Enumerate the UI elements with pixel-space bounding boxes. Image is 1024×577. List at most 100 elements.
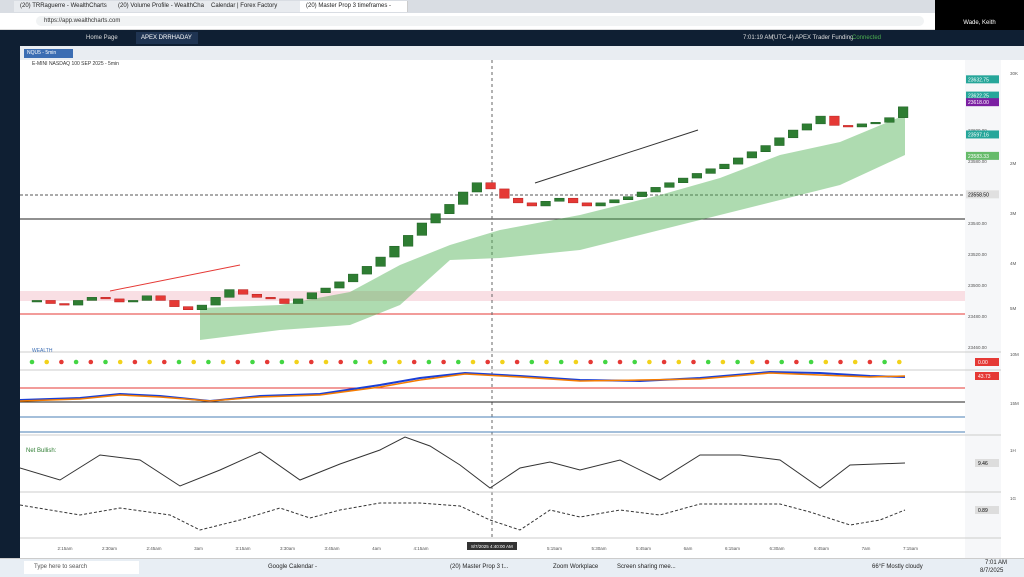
candle <box>664 182 675 188</box>
signal-dot <box>544 359 549 365</box>
value-tag <box>975 372 999 380</box>
price-tag <box>966 151 999 160</box>
chart-tabs <box>20 46 1024 60</box>
signal-dot <box>573 359 579 365</box>
taskbar-app[interactable]: Zoom Workplace <box>553 564 599 570</box>
indicator-value: 0.00 <box>978 360 988 366</box>
signal-dot <box>500 359 505 365</box>
signal-dot <box>338 359 344 365</box>
status: Connected <box>852 35 882 41</box>
candle <box>251 293 262 298</box>
signal-dot <box>647 359 652 365</box>
oscillator <box>20 502 906 531</box>
symbol-tab[interactable]: NQU5 - 5min <box>24 49 73 58</box>
candle <box>884 117 895 123</box>
time-label: 2:30am <box>102 546 117 551</box>
signal-dot <box>823 359 829 365</box>
date: 8/7/2025 <box>980 568 1004 574</box>
price-axis <box>965 60 1001 558</box>
crosshair-box <box>467 542 517 550</box>
tab[interactable]: (20) Master Prop 3 timeframes - <box>300 1 408 12</box>
tab[interactable]: (20) TRRaguerre - WealthCharts <box>14 1 122 12</box>
signal-dot <box>470 359 476 365</box>
time-label: 6am <box>684 546 693 551</box>
account: APEX Trader Funding <box>795 35 854 41</box>
signal-dot <box>808 359 814 365</box>
taskbar-app[interactable]: (20) Master Prop 3 t... <box>450 564 509 570</box>
y-tick-label: 23520.00 <box>968 252 987 257</box>
candle <box>526 202 537 207</box>
candle <box>293 298 304 304</box>
time-label: 2:45am <box>146 546 161 551</box>
signal-dot <box>147 359 152 365</box>
candle <box>678 177 689 183</box>
candle <box>73 300 84 306</box>
volume-label: 10M <box>1010 352 1019 357</box>
taskbar-app[interactable]: Screen sharing mee... <box>617 564 676 570</box>
band <box>200 115 905 340</box>
signal-dot <box>88 359 94 365</box>
candle <box>898 106 909 118</box>
candle <box>636 191 647 197</box>
time-label: 3:45am <box>324 546 339 551</box>
price-label: 23618.00 <box>968 100 989 106</box>
candle <box>155 295 166 301</box>
time-label: 6:30am <box>769 546 784 551</box>
candle <box>760 145 771 152</box>
taskbar-app[interactable]: Google Calendar - <box>268 564 318 570</box>
candle <box>444 204 455 214</box>
search-box[interactable]: Type here to search <box>24 561 139 574</box>
nav-item[interactable]: Home Page <box>86 35 118 41</box>
candle <box>169 300 180 307</box>
trend-line <box>534 129 699 184</box>
candle <box>196 304 207 310</box>
signal-dot <box>441 359 446 365</box>
signal-dot <box>250 359 255 365</box>
signal-dot <box>382 359 388 365</box>
indicator-label: Net Bullish: <box>26 448 57 454</box>
candle <box>320 287 331 293</box>
value-tag <box>975 506 999 514</box>
volume-label: 5M <box>1010 306 1017 311</box>
signal-dot <box>367 359 373 365</box>
candle <box>279 298 290 304</box>
signal-dot <box>162 359 167 365</box>
volume-label: 2M <box>1010 161 1017 166</box>
candle <box>458 191 469 205</box>
signal-dot <box>588 359 593 365</box>
y-tick-label: 23580.00 <box>968 159 987 164</box>
url[interactable]: https://app.wealthcharts.com <box>36 16 924 26</box>
candle <box>430 213 441 224</box>
tab[interactable]: (20) Volume Profile - WealthCha <box>112 1 215 12</box>
signal-dot <box>294 359 299 365</box>
time-label: 5:30am <box>591 546 606 551</box>
candle <box>870 122 881 125</box>
price-label: 23597.16 <box>968 132 989 138</box>
volume-label: 15M <box>1010 401 1019 406</box>
signal-dot <box>103 359 108 365</box>
y-tick-label: 23540.00 <box>968 221 987 226</box>
oscillator <box>20 372 906 402</box>
volume-label: 1H <box>1010 448 1016 453</box>
clock: 7:01:19 AM <box>743 35 774 41</box>
tab[interactable]: Calendar | Forex Factory <box>205 1 310 12</box>
candle <box>210 297 221 306</box>
timezone: (UTC-4) <box>772 35 794 41</box>
candle <box>128 300 139 303</box>
candle <box>59 303 70 306</box>
candle <box>141 295 152 301</box>
oscillator <box>20 436 906 489</box>
candle <box>114 298 125 303</box>
candle <box>224 289 235 298</box>
symbol: E-MINI NASDAQ 100 SEP 2025 - 5min <box>32 61 119 67</box>
price-label: 23632.75 <box>968 77 989 83</box>
signal-dot <box>191 359 196 365</box>
signal-dot <box>411 359 417 365</box>
candle <box>554 197 565 202</box>
signal-dot <box>529 359 535 365</box>
signal-dot <box>29 359 35 365</box>
signal-dot <box>73 359 79 365</box>
indicator-value: 9.46 <box>978 461 988 467</box>
nav-item[interactable]: APEX DRRHADAY <box>141 35 192 41</box>
